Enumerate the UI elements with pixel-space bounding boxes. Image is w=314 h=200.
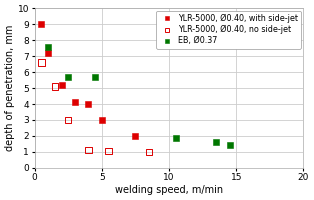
Point	[73, 101, 78, 104]
Point	[146, 150, 151, 153]
Legend: YLR-5000, Ø0.40, with side-jet, YLR-5000, Ø0.40, no side-jet, EB, Ø0.37: YLR-5000, Ø0.40, with side-jet, YLR-5000…	[156, 11, 301, 49]
Point	[39, 23, 44, 26]
Point	[99, 118, 104, 122]
Point	[227, 144, 232, 147]
Point	[52, 85, 57, 88]
Point	[214, 141, 219, 144]
X-axis label: welding speed, m/min: welding speed, m/min	[115, 185, 223, 195]
Point	[46, 45, 51, 48]
Y-axis label: depth of penetration, mm: depth of penetration, mm	[5, 25, 15, 151]
Point	[46, 51, 51, 55]
Point	[39, 61, 44, 64]
Point	[133, 134, 138, 138]
Point	[106, 149, 111, 153]
Point	[173, 136, 178, 139]
Point	[93, 75, 98, 79]
Point	[86, 149, 91, 152]
Point	[59, 83, 64, 86]
Point	[66, 118, 71, 122]
Point	[66, 75, 71, 79]
Point	[86, 102, 91, 106]
